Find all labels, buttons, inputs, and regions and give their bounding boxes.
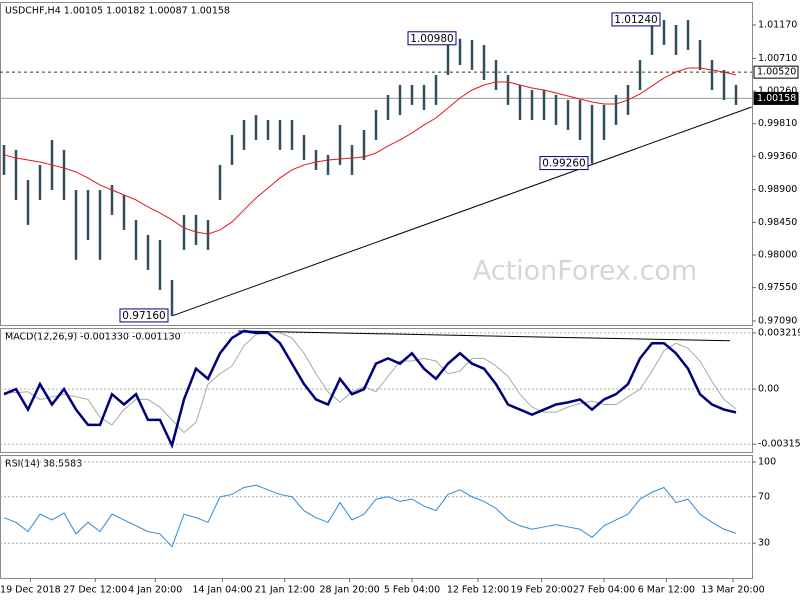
y-tick-label: 0.97550 <box>758 282 797 293</box>
x-tick-label: 19 Dec 2018 <box>0 585 61 596</box>
level-label: 1.00520 <box>757 67 796 78</box>
annotation-box <box>539 156 589 171</box>
rsi-line <box>3 484 737 548</box>
panel-title: MACD(12,26,9) -0.001330 -0.001130 <box>5 332 181 343</box>
price-panel <box>0 2 753 326</box>
y-tick-label: 1.00260 <box>758 86 797 97</box>
annotation-label: 1.01240 <box>614 14 657 26</box>
annotation-label: 0.97160 <box>122 310 165 322</box>
y-tick-label: 70 <box>758 491 770 502</box>
y-tick-label: 0.99360 <box>758 151 797 162</box>
y-tick-label: 0.98900 <box>758 184 797 195</box>
x-tick-label: 21 Jan 12:00 <box>255 585 315 596</box>
level-label-box <box>753 91 799 105</box>
level-label-box <box>753 65 799 79</box>
panel-title: USDCHF,H4 1.00105 1.00182 1.00087 1.0015… <box>5 6 230 17</box>
x-tick-label: 14 Jan 04:00 <box>192 585 252 596</box>
y-tick-label: 0.97090 <box>758 316 797 327</box>
x-tick-label: 13 Mar 20:00 <box>701 585 764 596</box>
y-tick-label: 30 <box>758 538 770 549</box>
x-tick-label: 27 Dec 12:00 <box>63 585 127 596</box>
macd-line <box>3 329 737 450</box>
x-tick-label: 4 Jan 20:00 <box>128 585 182 596</box>
level-label: 1.00158 <box>757 93 796 104</box>
annotation-label: 1.00980 <box>410 33 453 45</box>
x-tick-label: 27 Feb 04:00 <box>573 585 635 596</box>
trend-line <box>171 106 752 317</box>
y-tick-label: 0.98450 <box>758 217 797 228</box>
x-tick-label: 5 Feb 04:00 <box>384 585 440 596</box>
annotation-box <box>611 12 661 27</box>
y-tick-label: 0.003219 <box>758 327 800 338</box>
annotation-box <box>119 308 169 323</box>
y-tick-label: 0.00 <box>758 384 779 395</box>
y-tick-label: 1.01170 <box>758 19 797 30</box>
watermark: ActionForex.com <box>473 256 698 287</box>
y-tick-label: -0.003153 <box>758 439 800 450</box>
y-tick-label: 0.99810 <box>758 118 797 129</box>
y-tick-label: 0.98000 <box>758 249 797 260</box>
y-tick-label: 100 <box>758 456 776 467</box>
x-tick-label: 28 Jan 20:00 <box>320 585 380 596</box>
x-tick-label: 19 Feb 20:00 <box>510 585 572 596</box>
annotation-label: 0.99260 <box>542 158 585 170</box>
moving-average <box>3 67 737 235</box>
x-tick-label: 6 Mar 12:00 <box>638 585 695 596</box>
x-tick-label: 12 Feb 12:00 <box>447 585 509 596</box>
y-tick-label: 1.00710 <box>758 53 797 64</box>
signal-line <box>3 331 737 434</box>
rsi-panel <box>0 455 753 579</box>
divergence-line <box>237 330 731 342</box>
panel-title: RSI(14) 38.5583 <box>5 459 82 470</box>
annotation-box <box>407 31 457 46</box>
